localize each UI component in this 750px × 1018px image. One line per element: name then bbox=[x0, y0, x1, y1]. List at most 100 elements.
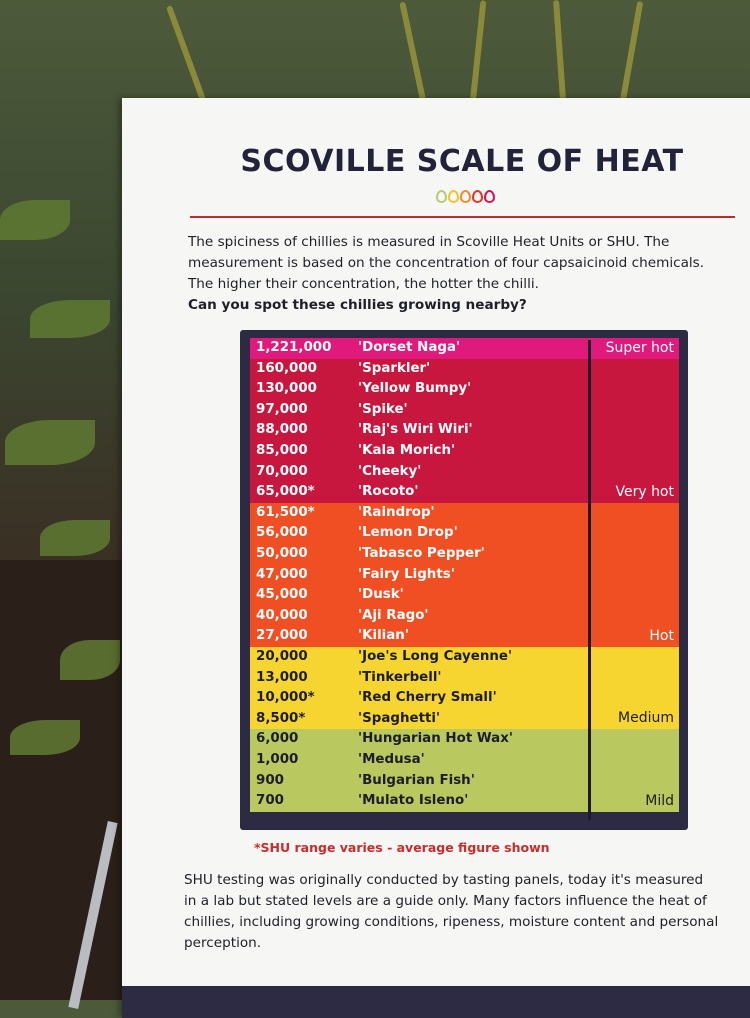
chilli-row: 10,000* 'Red Cherry Small' bbox=[250, 688, 590, 709]
shu-value: 47,000 bbox=[256, 566, 308, 582]
outro-line: perception. bbox=[184, 935, 262, 951]
plant-leaf bbox=[30, 300, 110, 338]
shu-value: 1,221,000 bbox=[256, 340, 332, 355]
chilli-name: 'Tabasco Pepper' bbox=[358, 546, 485, 561]
palm-frond bbox=[620, 0, 644, 101]
heat-level-label: Hot bbox=[649, 628, 674, 644]
chilli-row: 40,000 'Aji Rago' bbox=[250, 606, 590, 627]
heat-band bbox=[250, 338, 679, 359]
shu-value: 50,000 bbox=[256, 546, 308, 561]
shu-value: 20,000 bbox=[256, 649, 308, 664]
chilli-row: 1,221,000 'Dorset Naga' bbox=[250, 338, 590, 359]
palm-frond bbox=[399, 1, 426, 101]
chilli-name: 'Cheeky' bbox=[358, 463, 422, 479]
plant-leaf bbox=[10, 720, 80, 755]
chilli-name: 'Joe's Long Cayenne' bbox=[358, 649, 513, 664]
chilli-name: 'Red Cherry Small' bbox=[358, 690, 497, 706]
flame-rating bbox=[436, 190, 495, 203]
chilli-name: 'Dusk' bbox=[358, 587, 404, 603]
chilli-name: 'Fairy Lights' bbox=[358, 566, 455, 582]
chilli-name: 'Kala Morich' bbox=[358, 443, 456, 458]
outro-text: SHU testing was originally conducted by … bbox=[184, 870, 750, 954]
heat-level-label: Medium bbox=[618, 710, 674, 727]
chilli-row: 47,000 'Fairy Lights' bbox=[250, 565, 590, 586]
shu-value: 6,000 bbox=[256, 731, 299, 747]
chilli-row: 27,000 'Kilian' bbox=[250, 626, 590, 647]
intro-text: The spiciness of chillies is measured in… bbox=[188, 232, 748, 316]
chilli-name: 'Spaghetti' bbox=[358, 710, 441, 726]
chilli-name: 'Hungarian Hot Wax' bbox=[358, 731, 513, 747]
chilli-name: 'Aji Rago' bbox=[358, 607, 429, 623]
chilli-name: 'Mulato Isleno' bbox=[358, 793, 469, 809]
chilli-row: 70,000 'Cheeky' bbox=[250, 462, 590, 483]
heat-band bbox=[250, 502, 679, 647]
outro-line: in a lab but stated levels are a guide o… bbox=[184, 893, 707, 909]
outro-line: SHU testing was originally conducted by … bbox=[184, 872, 704, 888]
shu-value: 40,000 bbox=[256, 607, 308, 623]
chilli-row: 97,000 'Spike' bbox=[250, 400, 590, 421]
chilli-row: 56,000 'Lemon Drop' bbox=[250, 523, 590, 544]
chilli-name: 'Dorset Naga' bbox=[358, 340, 461, 355]
shu-value: 13,000 bbox=[256, 669, 308, 685]
chilli-name: 'Medusa' bbox=[358, 752, 425, 767]
chilli-name: 'Bulgarian Fish' bbox=[358, 772, 475, 788]
plant-leaf bbox=[60, 640, 120, 680]
flame-icon-1 bbox=[436, 190, 447, 203]
chilli-row: 13,000 'Tinkerbell' bbox=[250, 668, 590, 689]
shu-value: 10,000* bbox=[256, 690, 315, 706]
chilli-name: 'Rocoto' bbox=[358, 484, 419, 500]
chilli-name: 'Raj's Wiri Wiri' bbox=[358, 422, 473, 438]
flame-icon-5 bbox=[484, 190, 495, 203]
chilli-name: 'Tinkerbell' bbox=[358, 669, 442, 685]
flame-icon-3 bbox=[460, 190, 471, 203]
sign-title: SCOVILLE SCALE OF HEAT bbox=[240, 144, 684, 179]
shu-value: 56,000 bbox=[256, 525, 308, 541]
shu-value: 130,000 bbox=[256, 381, 317, 397]
shu-value: 85,000 bbox=[256, 443, 308, 458]
intro-line: The spiciness of chillies is measured in… bbox=[188, 234, 670, 250]
shu-value: 700 bbox=[256, 793, 284, 809]
chilli-row: 6,000 'Hungarian Hot Wax' bbox=[250, 729, 590, 750]
sign-footer-bar bbox=[122, 986, 750, 1018]
heat-band bbox=[250, 729, 679, 812]
chilli-name: 'Raindrop' bbox=[358, 504, 435, 520]
chilli-row: 8,500* 'Spaghetti' bbox=[250, 709, 590, 730]
shu-value: 97,000 bbox=[256, 401, 308, 417]
heat-level-label: Super hot bbox=[605, 340, 674, 356]
chilli-name: 'Lemon Drop' bbox=[358, 525, 458, 541]
scoville-chart: 1,221,000 'Dorset Naga' Super hot 160,000 'S… bbox=[240, 330, 688, 830]
chilli-row: 65,000* 'Rocoto' bbox=[250, 482, 590, 503]
plant-leaf bbox=[40, 520, 110, 556]
chilli-row: 45,000 'Dusk' bbox=[250, 585, 590, 606]
chilli-row: 1,000 'Medusa' bbox=[250, 750, 590, 771]
palm-frond bbox=[470, 0, 487, 101]
shu-value: 70,000 bbox=[256, 463, 308, 479]
flame-icon-2 bbox=[448, 190, 459, 203]
chilli-row: 50,000 'Tabasco Pepper' bbox=[250, 544, 590, 565]
shu-value: 900 bbox=[256, 772, 284, 788]
shu-value: 88,000 bbox=[256, 422, 308, 438]
chilli-row: 700 'Mulato Isleno' bbox=[250, 791, 590, 812]
shu-value: 45,000 bbox=[256, 587, 308, 603]
heat-level-label: Very hot bbox=[615, 483, 674, 500]
shu-value: 1,000 bbox=[256, 752, 299, 767]
chilli-row: 85,000 'Kala Morich' bbox=[250, 441, 590, 462]
chilli-name: 'Sparkler' bbox=[358, 360, 431, 376]
footnote: *SHU range varies - average figure shown bbox=[254, 840, 550, 855]
chilli-row: 900 'Bulgarian Fish' bbox=[250, 771, 590, 792]
heat-band bbox=[250, 358, 679, 503]
heat-level-label: Mild bbox=[645, 792, 674, 809]
plant-leaf bbox=[5, 420, 95, 465]
heat-band bbox=[250, 647, 679, 730]
shu-value: 65,000* bbox=[256, 484, 315, 500]
shu-value: 160,000 bbox=[256, 360, 317, 376]
chilli-name: 'Kilian' bbox=[358, 628, 409, 644]
palm-frond bbox=[553, 0, 566, 101]
palm-frond bbox=[165, 5, 206, 102]
scoville-sign: SCOVILLE SCALE OF HEAT The spiciness of … bbox=[122, 98, 750, 1018]
chilli-name: 'Spike' bbox=[358, 401, 408, 417]
chilli-row: 61,500* 'Raindrop' bbox=[250, 503, 590, 524]
level-divider bbox=[588, 340, 591, 820]
plant-leaf bbox=[0, 200, 70, 240]
chilli-row: 160,000 'Sparkler' bbox=[250, 359, 590, 380]
